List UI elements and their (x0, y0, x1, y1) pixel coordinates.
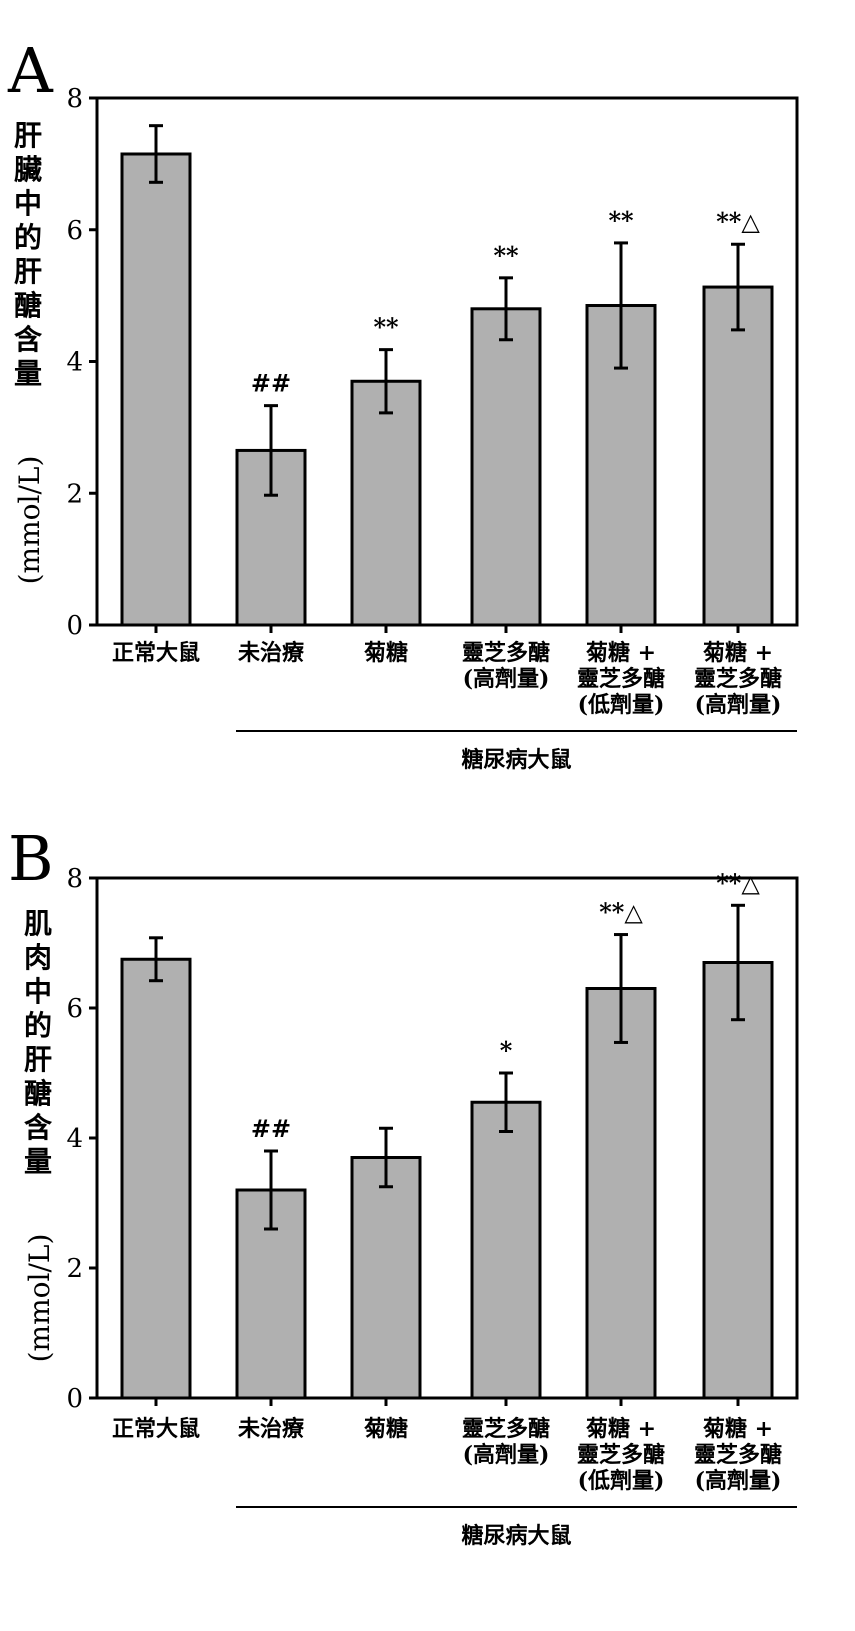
category-label-line: 菊糖 (364, 1416, 408, 1442)
category-label-line: 靈芝多醣 (577, 1442, 665, 1468)
y-axis-label-char: 中 (24, 975, 52, 1008)
category-label-line: 菊糖 + (586, 640, 656, 666)
y-axis-label-char: 臟 (14, 153, 42, 186)
panel-label: A (7, 34, 54, 107)
y-axis-label-char: 醣 (24, 1077, 52, 1110)
bar (585, 987, 657, 1400)
category-label-line: 靈芝多醣 (462, 640, 550, 666)
y-axis-label-char: 量 (24, 1145, 52, 1178)
category-label: 靈芝多醣(高劑量) (462, 1416, 550, 1468)
y-tick-label: 8 (66, 84, 83, 114)
y-tick-label: 6 (66, 216, 83, 246)
bar (470, 307, 542, 627)
y-axis-label-char: 的 (14, 221, 42, 254)
category-label-line: 正常大鼠 (112, 1416, 200, 1442)
category-label: 正常大鼠 (112, 640, 200, 666)
plot-frame (95, 96, 799, 627)
bar (702, 961, 774, 1400)
y-axis-label-char: 中 (14, 187, 42, 220)
y-axis-unit: (mmol/L) (13, 456, 46, 585)
category-label-line: 靈芝多醣 (694, 666, 782, 692)
y-axis-unit: (mmol/L) (23, 1234, 56, 1363)
group-label: 糖尿病大鼠 (461, 747, 571, 773)
y-tick-label: 8 (66, 864, 83, 894)
y-tick-label: 2 (66, 479, 83, 509)
y-axis-label-char: 醣 (14, 289, 42, 322)
category-label-line: (高劑量) (463, 1442, 550, 1468)
category-label-line: (低劑量) (578, 692, 665, 718)
category-label-line: 菊糖 + (703, 1416, 773, 1442)
category-label: 菊糖 +靈芝多醣(低劑量) (577, 640, 665, 718)
y-tick-label: 6 (66, 994, 83, 1024)
category-label-line: (高劑量) (695, 1468, 782, 1494)
y-tick-label: 0 (66, 611, 83, 641)
y-tick-label: 4 (66, 1124, 83, 1154)
y-axis-label-char: 肝 (14, 255, 42, 288)
panel-label: B (8, 822, 54, 895)
category-label-line: 靈芝多醣 (694, 1442, 782, 1468)
category-label-line: 靈芝多醣 (577, 666, 665, 692)
category-label: 正常大鼠 (112, 1416, 200, 1442)
category-label: 菊糖 (364, 1416, 408, 1442)
category-label-line: (低劑量) (578, 1468, 665, 1494)
y-tick-label: 4 (66, 348, 83, 378)
significance-label: ** (493, 241, 519, 270)
y-axis-label-char: 肝 (24, 1043, 52, 1076)
significance-label: **△ (716, 868, 760, 897)
significance-label: ## (251, 369, 291, 398)
category-label: 菊糖 +靈芝多醣(高劑量) (694, 1416, 782, 1494)
category-label: 菊糖 +靈芝多醣(低劑量) (577, 1416, 665, 1494)
category-label: 未治療 (238, 1416, 304, 1442)
category-label-line: (高劑量) (463, 666, 550, 692)
category-label-line: 未治療 (238, 1416, 304, 1442)
significance-label: * (500, 1036, 513, 1065)
plot-frame (95, 876, 799, 1400)
category-label-line: 菊糖 + (586, 1416, 656, 1442)
bar (702, 285, 774, 627)
y-axis-label-char: 肝 (14, 119, 42, 152)
y-axis-label-char: 量 (14, 357, 42, 390)
bar (350, 1156, 422, 1400)
group-label: 糖尿病大鼠 (461, 1523, 571, 1549)
bar (120, 152, 192, 627)
y-axis-label-char: 含 (14, 323, 43, 356)
bar (350, 379, 422, 627)
y-axis-label-char: 肌 (24, 907, 52, 940)
category-label-line: 菊糖 (364, 640, 408, 666)
significance-label: ## (251, 1114, 291, 1143)
significance-label: ** (608, 206, 634, 235)
category-label-line: 未治療 (238, 640, 304, 666)
category-label-line: 菊糖 + (703, 640, 773, 666)
category-label: 菊糖 (364, 640, 408, 666)
category-label: 靈芝多醣(高劑量) (462, 640, 550, 692)
bar (470, 1100, 542, 1400)
category-label-line: (高劑量) (695, 692, 782, 718)
y-axis-label-char: 含 (24, 1111, 53, 1144)
significance-label: ** (373, 313, 399, 342)
y-tick-label: 0 (66, 1384, 83, 1414)
category-label-line: 靈芝多醣 (462, 1416, 550, 1442)
bar (120, 957, 192, 1400)
category-label: 菊糖 +靈芝多醣(高劑量) (694, 640, 782, 718)
y-axis-label-char: 肉 (24, 941, 52, 974)
significance-label: **△ (716, 207, 760, 236)
y-tick-label: 2 (66, 1254, 83, 1284)
category-label: 未治療 (238, 640, 304, 666)
significance-label: **△ (599, 898, 643, 927)
category-label-line: 正常大鼠 (112, 640, 200, 666)
y-axis-label-char: 的 (24, 1009, 52, 1042)
